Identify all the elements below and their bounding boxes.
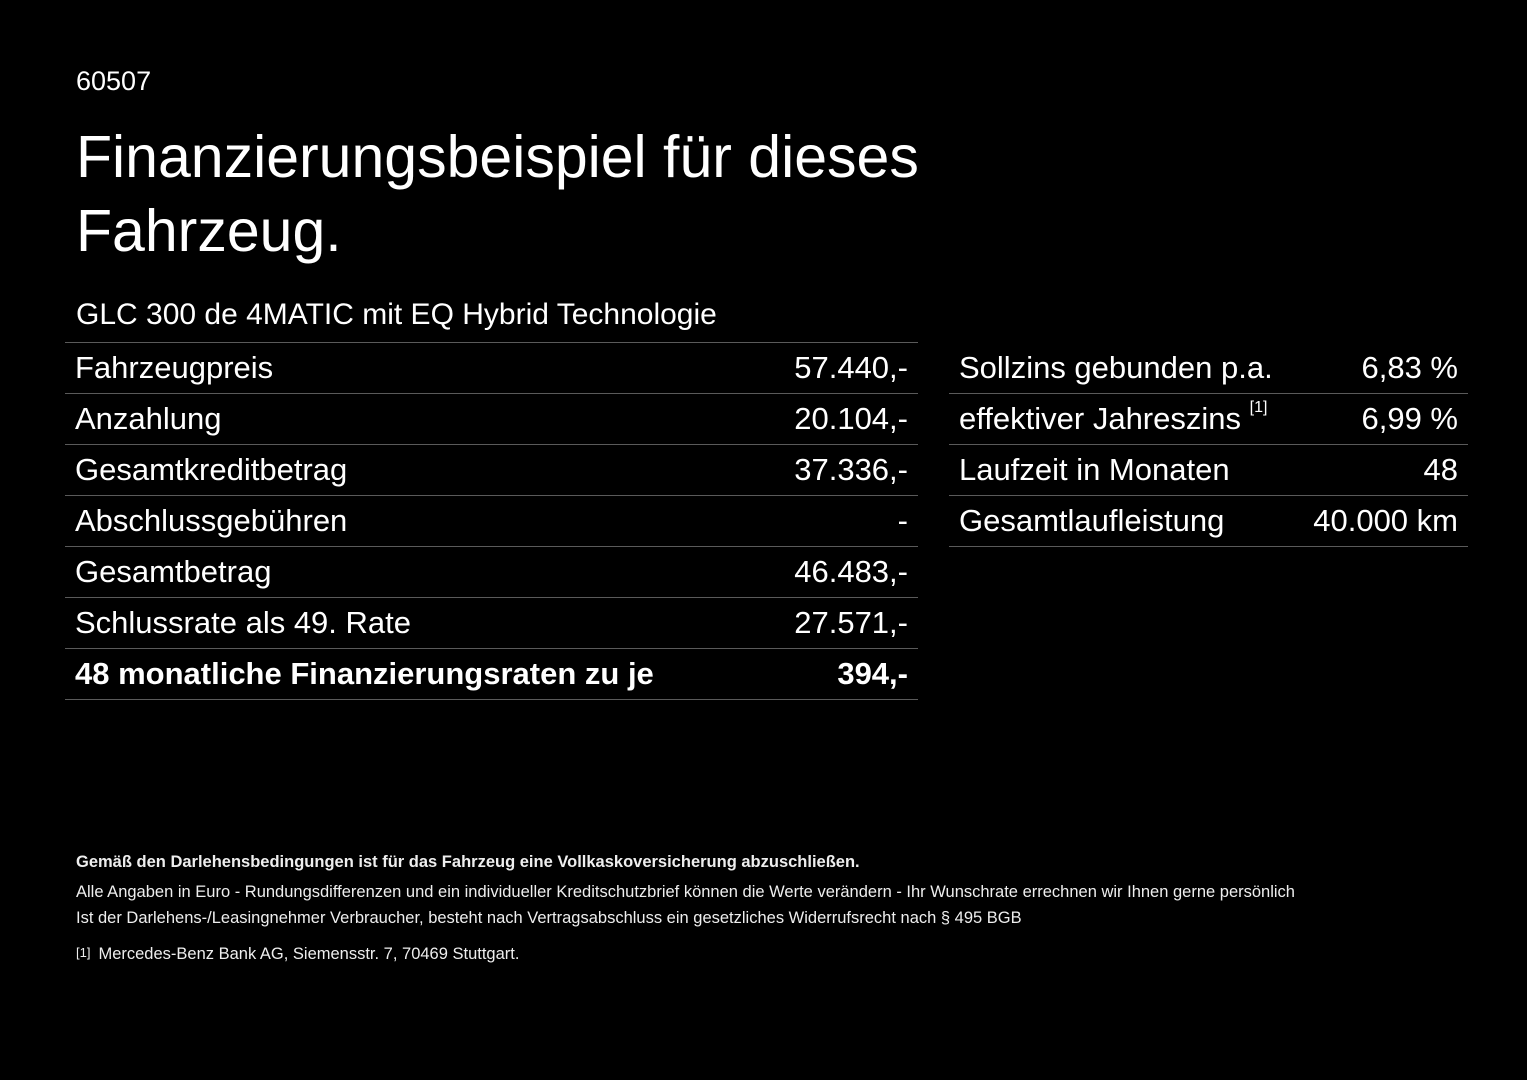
table-row: Anzahlung 20.104,- (65, 393, 918, 445)
disclaimer-line: Ist der Darlehens-/Leasingnehmer Verbrau… (76, 909, 1022, 927)
table-row: Laufzeit in Monaten 48 (949, 444, 1468, 496)
row-label: Gesamtlaufleistung (949, 495, 1297, 547)
row-value: 57.440,- (762, 342, 918, 394)
row-value: 40.000 km (1296, 495, 1468, 547)
row-value: 394,- (762, 648, 918, 700)
table-row: Gesamtlaufleistung 40.000 km (949, 495, 1468, 547)
row-label: 48 monatliche Finanzierungsraten zu je (65, 648, 763, 700)
table-row: Gesamtbetrag 46.483,- (65, 546, 918, 598)
row-label: Laufzeit in Monaten (949, 444, 1297, 496)
label-text: effektiver Jahreszins (959, 401, 1241, 436)
insurance-notice: Gemäß den Darlehensbedingungen ist für d… (76, 853, 860, 871)
row-value: 27.571,- (762, 597, 918, 649)
row-value: 6,99 % (1296, 393, 1468, 445)
row-value: 46.483,- (762, 546, 918, 598)
row-label: effektiver Jahreszins [1] (949, 393, 1297, 445)
financing-table: Fahrzeugpreis 57.440,- Anzahlung 20.104,- … (65, 342, 918, 700)
offer-code: 60507 (76, 66, 152, 96)
row-value: 37.336,- (762, 444, 918, 496)
page-title: Finanzierungsbeispiel für dieses Fahrzeu… (76, 124, 919, 264)
row-value: - (762, 495, 918, 547)
table-row: Fahrzeugpreis 57.440,- (65, 342, 918, 394)
row-label: Abschlussgebühren (65, 495, 763, 547)
footnote-marker: [1] (76, 945, 91, 960)
table-row: Sollzins gebunden p.a. 6,83 % (949, 343, 1468, 394)
footnote-ref: [1] (1249, 399, 1268, 416)
row-label: Gesamtkreditbetrag (65, 444, 763, 496)
row-label: Gesamtbetrag (65, 546, 763, 598)
table-row: Gesamtkreditbetrag 37.336,- (65, 444, 918, 496)
monthly-rate-row: 48 monatliche Finanzierungsraten zu je 39… (65, 648, 918, 700)
disclaimer-line: Alle Angaben in Euro - Rundungsdifferenz… (76, 883, 1295, 901)
interest-table: Sollzins gebunden p.a. 6,83 % effektiver … (949, 343, 1468, 547)
row-value: 48 (1296, 444, 1468, 496)
vehicle-model: GLC 300 de 4MATIC mit EQ Hybrid Technolo… (76, 298, 717, 331)
footnote-text: Mercedes-Benz Bank AG, Siemensstr. 7, 70… (98, 945, 520, 963)
row-label: Schlussrate als 49. Rate (65, 597, 763, 649)
row-label: Sollzins gebunden p.a. (949, 343, 1297, 394)
table-row: Schlussrate als 49. Rate 27.571,- (65, 597, 918, 649)
footnote: [1] Mercedes-Benz Bank AG, Siemensstr. 7,… (76, 945, 519, 964)
table-row: effektiver Jahreszins [1] 6,99 % (949, 393, 1468, 445)
row-value: 20.104,- (762, 393, 918, 445)
table-row: Abschlussgebühren - (65, 495, 918, 547)
row-value: 6,83 % (1296, 343, 1468, 394)
row-label: Fahrzeugpreis (65, 342, 763, 394)
row-label: Anzahlung (65, 393, 763, 445)
